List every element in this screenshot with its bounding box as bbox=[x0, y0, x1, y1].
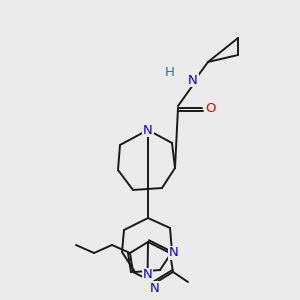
Text: O: O bbox=[206, 101, 216, 115]
Text: N: N bbox=[143, 124, 153, 136]
Text: N: N bbox=[169, 247, 179, 260]
Text: N: N bbox=[188, 74, 198, 86]
Text: N: N bbox=[142, 268, 152, 281]
Text: N: N bbox=[150, 281, 160, 295]
Text: H: H bbox=[165, 67, 175, 80]
